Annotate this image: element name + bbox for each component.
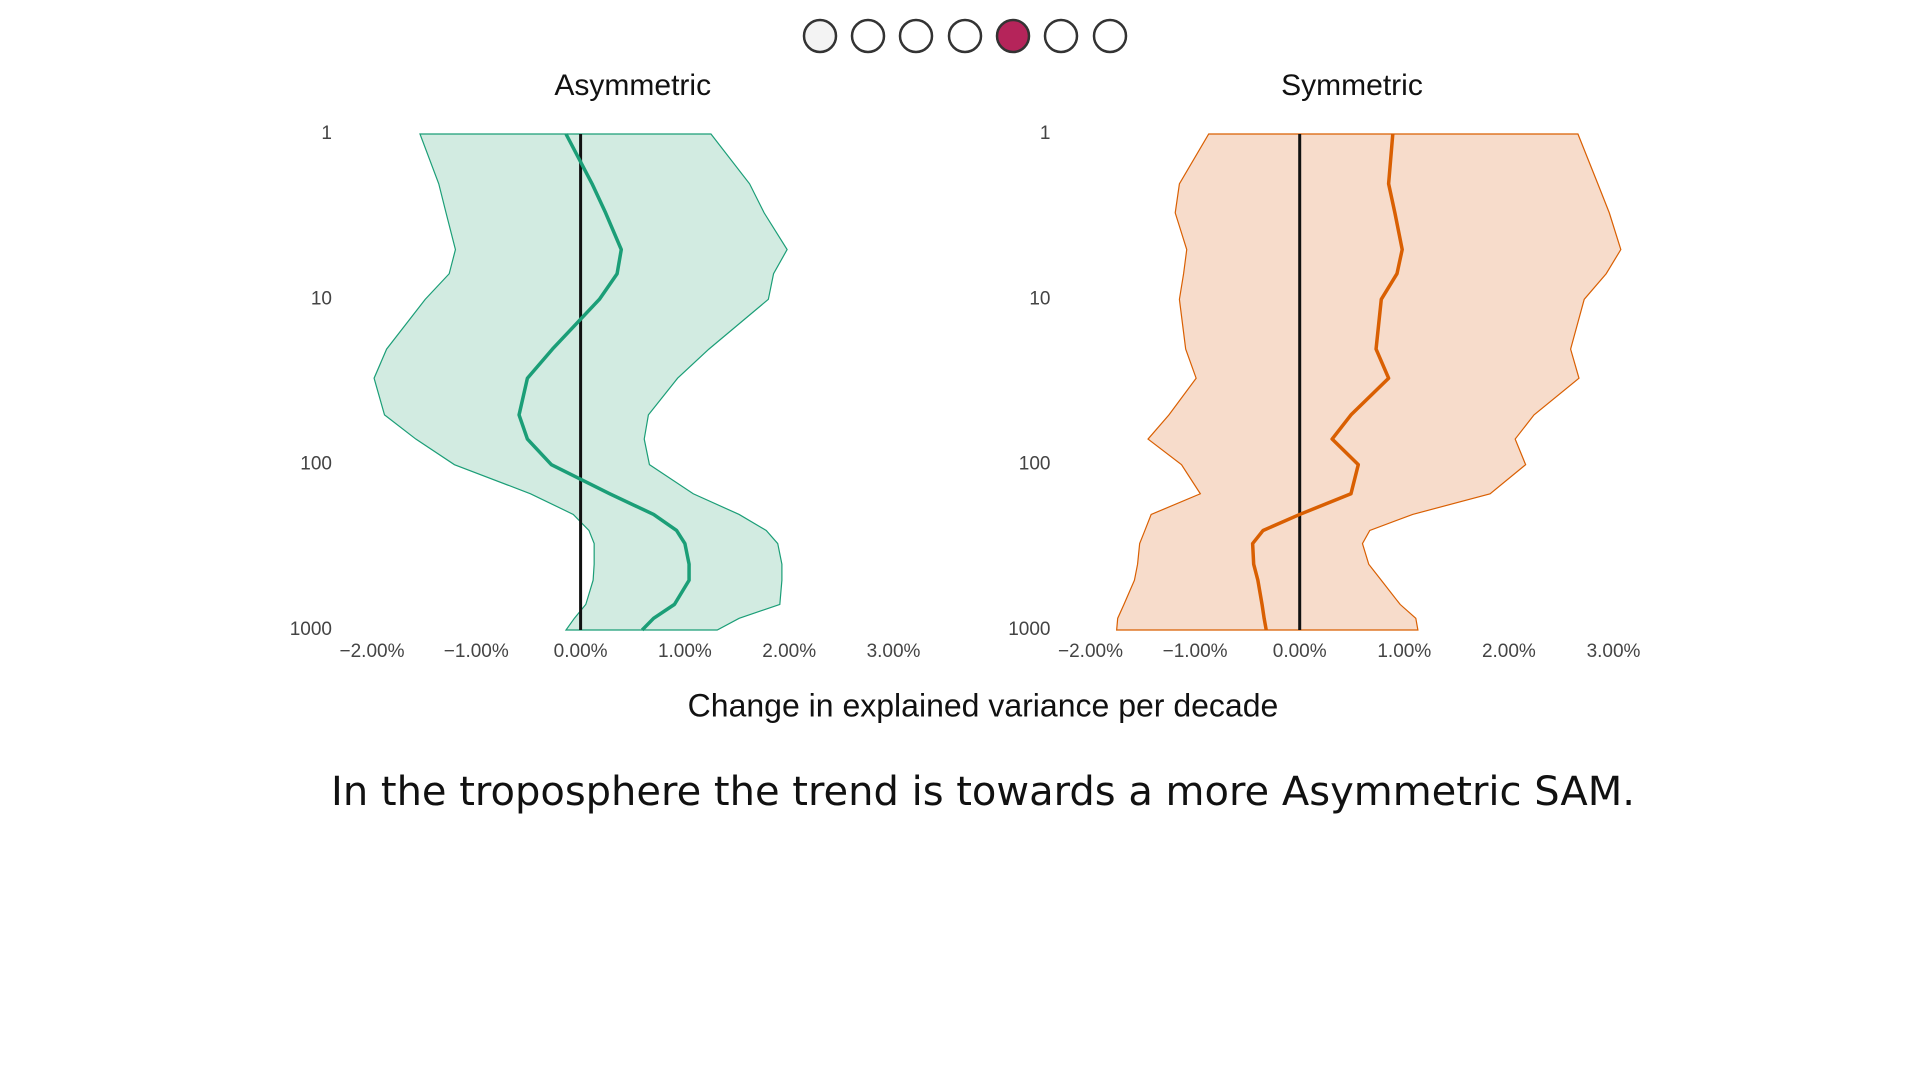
chart: Symmetric 1 10 100 1000 −2.00% −1.00% 0.00% 1.00…	[1008, 69, 1640, 662]
chart-title: Symmetric	[1281, 69, 1423, 102]
x-tick-label: 3.00%	[1587, 641, 1641, 662]
x-tick-label: 0.00%	[1273, 641, 1327, 662]
x-tick-label: 3.00%	[867, 641, 921, 662]
chart: Asymmetric 1 10 100 1000 −2.00% −1.00% 0.00% 1.0…	[290, 69, 921, 662]
x-tick-label: 1.00%	[658, 641, 712, 662]
x-tick-label: −2.00%	[340, 641, 405, 662]
y-tick-label: 1	[321, 123, 332, 144]
x-tick-label: −2.00%	[1058, 641, 1123, 662]
x-tick-label: −1.00%	[444, 641, 509, 662]
trend-line	[517, 133, 691, 632]
nav-dot[interactable]	[1092, 18, 1128, 54]
y-tick-label: 10	[1029, 288, 1050, 309]
nav-dot[interactable]	[1043, 18, 1079, 54]
nav-dot[interactable]	[850, 18, 886, 54]
nav-dot[interactable]	[947, 18, 983, 54]
caption: In the troposphere the trend is towards …	[331, 769, 1635, 815]
y-tick-label: 100	[1019, 454, 1051, 475]
nav-dot[interactable]	[898, 18, 934, 54]
x-tick-label: 0.00%	[554, 641, 608, 662]
x-tick-label: −1.00%	[1163, 641, 1228, 662]
nav-dot-active[interactable]	[995, 18, 1031, 54]
x-axis-label: Change in explained variance per decade	[688, 687, 1279, 723]
x-tick-label: 2.00%	[762, 641, 816, 662]
slide-nav	[802, 18, 1128, 54]
x-tick-label: 2.00%	[1482, 641, 1536, 662]
x-tick-label: 1.00%	[1377, 641, 1431, 662]
trend-line	[1250, 133, 1404, 631]
uncertainty-band	[1115, 133, 1622, 631]
y-tick-label: 1000	[1008, 619, 1050, 640]
y-tick-label: 100	[300, 454, 332, 475]
y-tick-label: 1000	[290, 619, 332, 640]
nav-dot[interactable]	[802, 18, 838, 54]
y-tick-label: 10	[311, 288, 332, 309]
chart-title: Asymmetric	[554, 69, 711, 102]
y-tick-label: 1	[1040, 123, 1051, 144]
